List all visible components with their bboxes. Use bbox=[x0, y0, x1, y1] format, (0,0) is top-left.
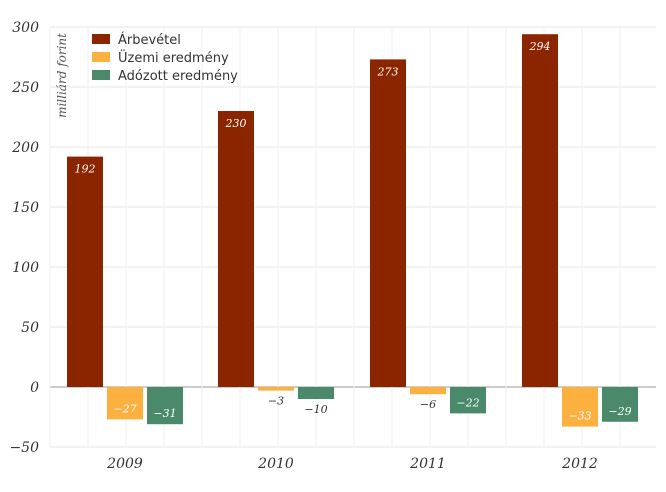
y-tick-label: 0 bbox=[30, 380, 39, 396]
data-label: −10 bbox=[304, 403, 327, 416]
x-tick-label: 2010 bbox=[257, 456, 294, 472]
data-label: −22 bbox=[456, 396, 479, 409]
bar bbox=[67, 156, 103, 387]
y-axis-ticks: 300 250 200 150 100 50 0 −50 bbox=[9, 20, 39, 456]
x-axis-ticks: 2009 2010 2011 2012 bbox=[106, 456, 598, 472]
bar bbox=[450, 387, 486, 414]
legend-swatch bbox=[92, 70, 110, 80]
legend-swatch bbox=[92, 52, 110, 62]
bar bbox=[522, 34, 558, 387]
y-tick-label: −50 bbox=[9, 440, 39, 456]
data-label: −6 bbox=[420, 398, 436, 411]
y-tick-label: 100 bbox=[12, 260, 39, 276]
y-tick-label: 200 bbox=[11, 140, 39, 156]
bar bbox=[298, 387, 334, 399]
bar bbox=[602, 387, 638, 422]
legend-swatch bbox=[92, 34, 110, 44]
data-label: 230 bbox=[225, 117, 247, 130]
grid bbox=[49, 26, 656, 448]
data-label: 192 bbox=[75, 163, 96, 176]
x-tick-label: 2012 bbox=[561, 456, 598, 472]
y-tick-label: 300 bbox=[12, 20, 39, 36]
y-tick-label: 50 bbox=[21, 320, 39, 336]
bar bbox=[370, 59, 406, 388]
data-label: −3 bbox=[268, 395, 284, 408]
legend-label: Üzemi eredmény bbox=[118, 49, 229, 66]
bar bbox=[258, 387, 294, 391]
bar bbox=[218, 111, 254, 387]
legend-label: Árbevétel bbox=[118, 32, 181, 48]
data-label: −31 bbox=[153, 407, 176, 420]
bars: 192 230 273 294 −27 −3 −6 −33 −31 −10 −22 −29 bbox=[67, 34, 638, 427]
y-axis-label: milliárd forint bbox=[55, 33, 69, 118]
data-label: −29 bbox=[608, 405, 631, 418]
bar bbox=[562, 387, 598, 427]
y-tick-label: 150 bbox=[12, 200, 39, 216]
bar bbox=[147, 387, 183, 425]
legend-label: Adózott eredmény bbox=[118, 69, 238, 84]
data-label: 294 bbox=[529, 40, 551, 53]
data-label: 273 bbox=[377, 65, 399, 78]
bar bbox=[410, 387, 446, 395]
data-label: −33 bbox=[568, 410, 591, 423]
data-label: −27 bbox=[113, 402, 136, 415]
bar bbox=[107, 387, 143, 420]
x-tick-label: 2009 bbox=[106, 456, 143, 472]
y-tick-label: 250 bbox=[11, 80, 39, 96]
x-tick-label: 2011 bbox=[409, 456, 446, 472]
